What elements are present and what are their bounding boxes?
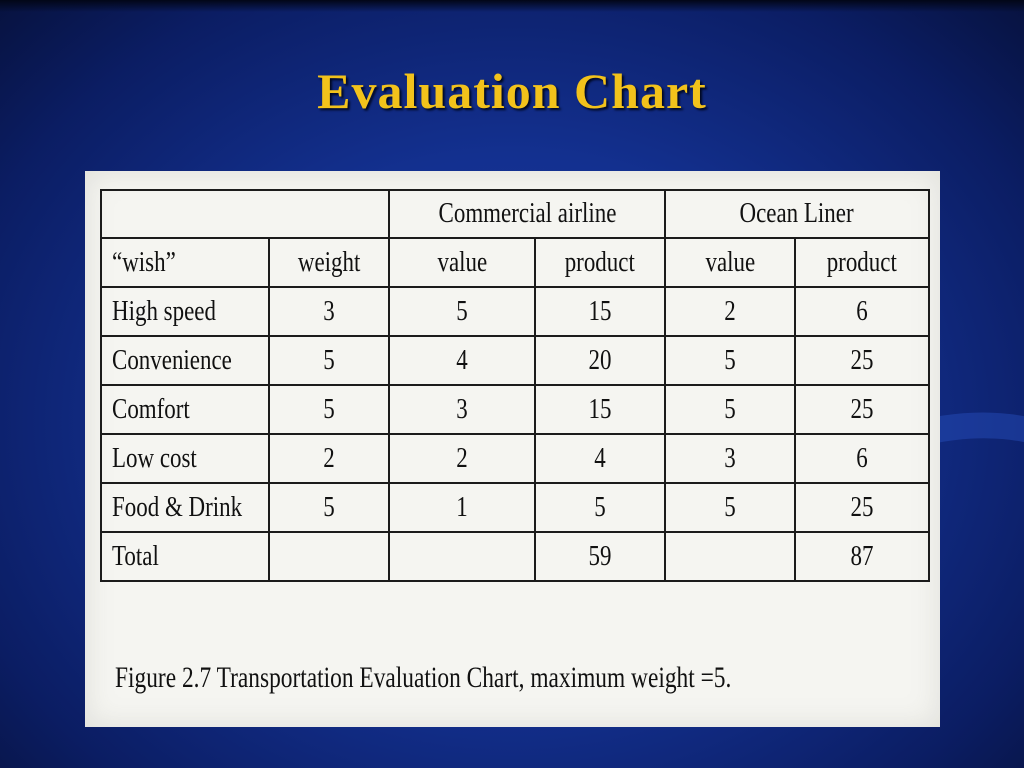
column-header-airline-product: product bbox=[533, 237, 667, 288]
row-airline-product-cell: 4 bbox=[533, 433, 667, 484]
evaluation-table: Commercial airline Ocean Liner “wish” we… bbox=[100, 189, 931, 582]
row-wish-cell: High speed bbox=[100, 286, 270, 337]
row-airline-value-cell: 4 bbox=[388, 335, 536, 386]
table-row: High speed 3 5 15 2 6 bbox=[100, 286, 931, 337]
group-header-row: Commercial airline Ocean Liner bbox=[100, 189, 931, 239]
group-header-commercial-airline: Commercial airline bbox=[387, 189, 667, 239]
row-liner-product-cell: 6 bbox=[794, 286, 931, 337]
row-wish-cell: Food & Drink bbox=[100, 482, 270, 533]
figure-caption: Figure 2.7 Transportation Evaluation Cha… bbox=[115, 661, 732, 694]
row-airline-value-cell: 2 bbox=[388, 433, 536, 484]
empty-cell bbox=[664, 531, 797, 582]
slide-title: Evaluation Chart bbox=[317, 63, 707, 119]
total-label-cell: Total bbox=[100, 531, 270, 582]
row-liner-value-cell: 5 bbox=[664, 384, 797, 435]
group-header-ocean-liner: Ocean Liner bbox=[664, 189, 931, 239]
row-airline-product-cell: 15 bbox=[533, 286, 667, 337]
empty-cell bbox=[388, 531, 536, 582]
table-row: Low cost 2 2 4 3 6 bbox=[100, 433, 931, 484]
row-liner-product-cell: 25 bbox=[794, 384, 931, 435]
row-liner-value-cell: 3 bbox=[664, 433, 797, 484]
top-shadow-band bbox=[0, 0, 1024, 12]
row-airline-value-cell: 3 bbox=[388, 384, 536, 435]
row-airline-product-cell: 5 bbox=[533, 482, 667, 533]
row-liner-product-cell: 25 bbox=[794, 335, 931, 386]
row-wish-cell: Convenience bbox=[100, 335, 270, 386]
row-airline-value-cell: 1 bbox=[388, 482, 536, 533]
row-liner-product-cell: 6 bbox=[794, 433, 931, 484]
row-liner-value-cell: 2 bbox=[664, 286, 797, 337]
row-airline-product-cell: 20 bbox=[533, 335, 667, 386]
row-weight-cell: 2 bbox=[268, 433, 390, 484]
column-header-wish: “wish” bbox=[100, 237, 270, 288]
total-row: Total 59 87 bbox=[100, 531, 931, 582]
column-header-row: “wish” weight value product value produc… bbox=[100, 237, 931, 288]
row-liner-product-cell: 25 bbox=[794, 482, 931, 533]
table-row: Food & Drink 5 1 5 5 25 bbox=[100, 482, 931, 533]
row-airline-product-cell: 15 bbox=[533, 384, 667, 435]
row-weight-cell: 5 bbox=[268, 482, 390, 533]
column-header-liner-value: value bbox=[664, 237, 797, 288]
row-liner-value-cell: 5 bbox=[664, 482, 797, 533]
empty-cell bbox=[268, 531, 390, 582]
column-header-airline-value: value bbox=[388, 237, 536, 288]
scanned-figure: Commercial airline Ocean Liner “wish” we… bbox=[85, 171, 940, 727]
column-header-weight: weight bbox=[268, 237, 390, 288]
total-liner-product-cell: 87 bbox=[794, 531, 931, 582]
row-weight-cell: 3 bbox=[268, 286, 390, 337]
empty-corner-cell bbox=[100, 189, 390, 239]
row-wish-cell: Low cost bbox=[100, 433, 270, 484]
column-header-liner-product: product bbox=[794, 237, 931, 288]
row-airline-value-cell: 5 bbox=[388, 286, 536, 337]
row-weight-cell: 5 bbox=[268, 384, 390, 435]
row-weight-cell: 5 bbox=[268, 335, 390, 386]
total-airline-product-cell: 59 bbox=[533, 531, 667, 582]
row-liner-value-cell: 5 bbox=[664, 335, 797, 386]
table-row: Convenience 5 4 20 5 25 bbox=[100, 335, 931, 386]
row-wish-cell: Comfort bbox=[100, 384, 270, 435]
table-row: Comfort 5 3 15 5 25 bbox=[100, 384, 931, 435]
